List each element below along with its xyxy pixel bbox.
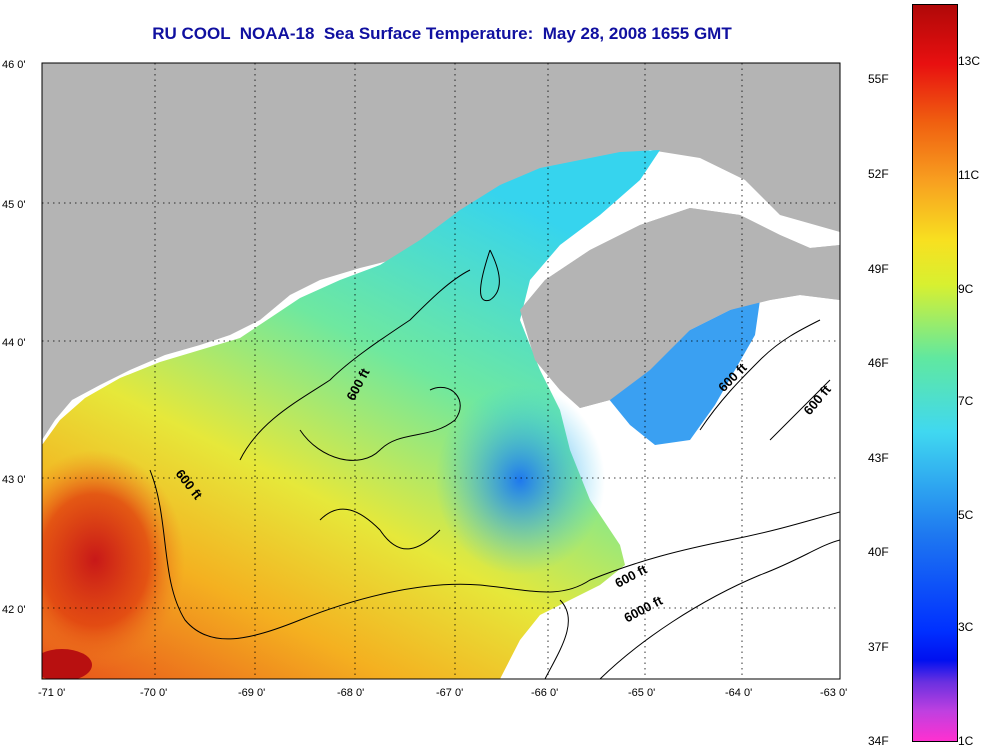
lon-label: -68 0' xyxy=(337,687,364,699)
lon-label: -66 0' xyxy=(531,687,558,699)
colorbar-label-f: 52F xyxy=(868,167,889,181)
lat-label: 42 0' xyxy=(2,604,26,616)
lat-label: 43 0' xyxy=(2,474,26,486)
colorbar xyxy=(912,4,958,742)
lon-label: -71 0' xyxy=(38,687,65,699)
lon-label: -67 0' xyxy=(436,687,463,699)
map-title: RU COOL NOAA-18 Sea Surface Temperature:… xyxy=(152,24,732,43)
lat-label: 45 0' xyxy=(2,199,26,211)
graticule xyxy=(42,63,840,679)
colorbar-label-c: 7C xyxy=(958,394,974,408)
lon-label: -70 0' xyxy=(140,687,167,699)
lat-label: 46 0' xyxy=(2,59,26,71)
colorbar-label-c: 11C xyxy=(958,168,980,182)
colorbar-label-f: 40F xyxy=(868,545,889,559)
colorbar-label-f: 49F xyxy=(868,262,889,276)
colorbar-label-c: 5C xyxy=(958,508,974,522)
colorbar-label-f: 43F xyxy=(868,451,889,465)
colorbar-label-c: 3C xyxy=(958,620,974,634)
lon-label: -65 0' xyxy=(628,687,655,699)
bathymetry-contours xyxy=(149,249,840,679)
lat-label: 44 0' xyxy=(2,337,26,349)
colorbar-label-f: 37F xyxy=(868,640,889,654)
colorbar-label-f: 34F xyxy=(868,734,889,748)
colorbar-label-c: 1C xyxy=(958,734,974,748)
colorbar-label-f: 55F xyxy=(868,72,889,86)
lon-label: -69 0' xyxy=(238,687,265,699)
map-frame xyxy=(41,62,841,680)
lon-label: -63 0' xyxy=(820,687,847,699)
sst-patch-east xyxy=(608,300,760,445)
lon-label: -64 0' xyxy=(725,687,752,699)
colorbar-label-f: 46F xyxy=(868,356,889,370)
colorbar-label-c: 9C xyxy=(958,282,974,296)
colorbar-label-c: 13C xyxy=(958,54,981,68)
land-north xyxy=(42,63,840,440)
